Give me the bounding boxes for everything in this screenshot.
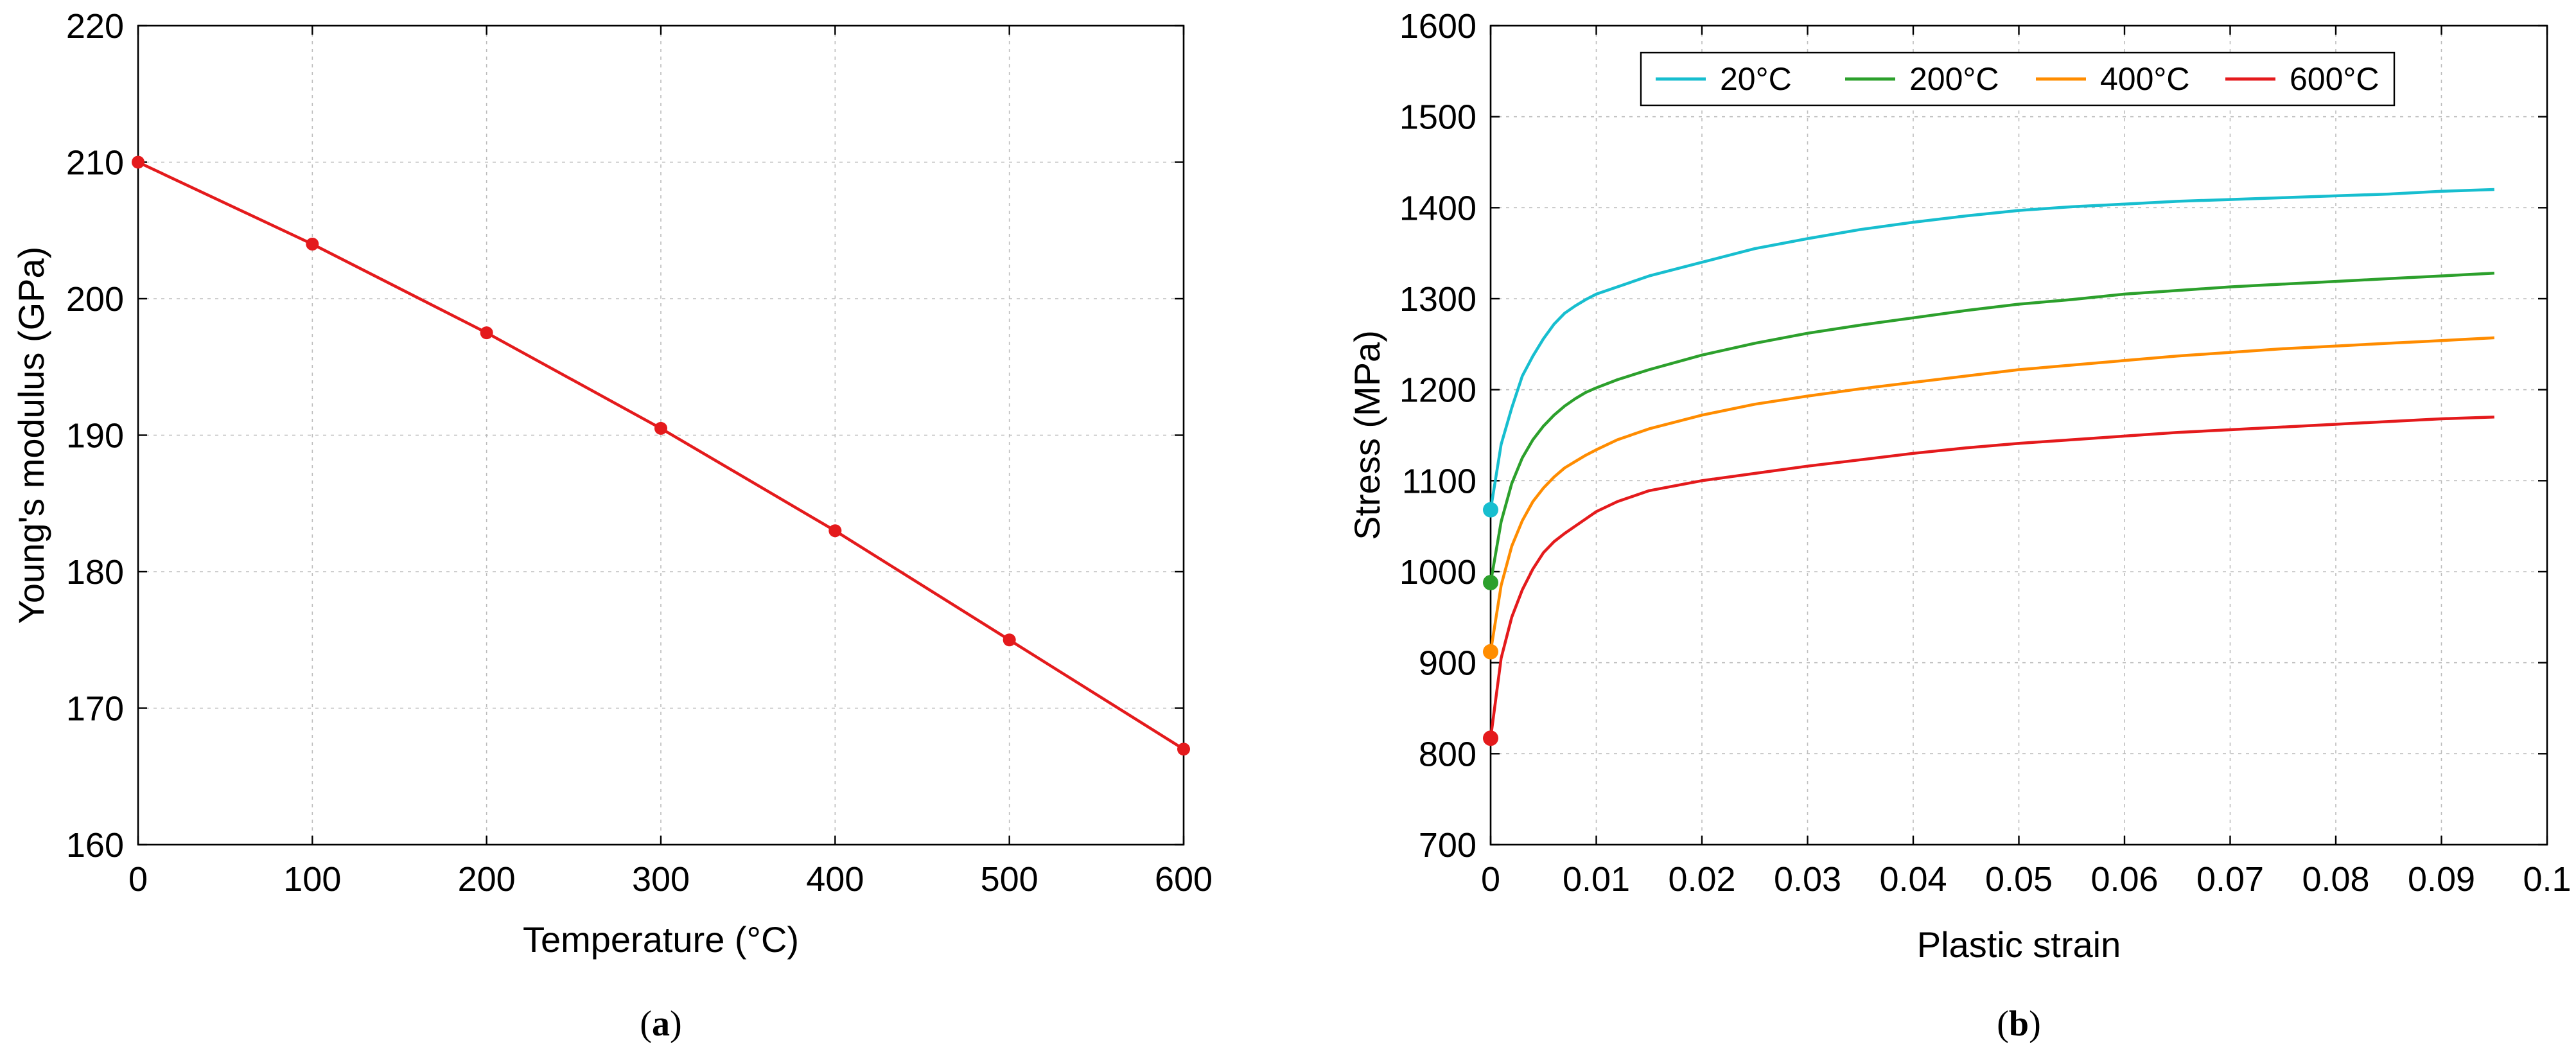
x-tick-label: 0: [1481, 860, 1500, 899]
y-tick-label: 1200: [1399, 371, 1476, 410]
y-tick-label: 210: [66, 144, 124, 182]
panel-label-open: (: [1997, 1004, 2009, 1044]
x-axis-title: Temperature (°C): [523, 919, 799, 960]
x-axis-title: Plastic strain: [1917, 924, 2121, 965]
data-point: [132, 155, 145, 169]
data-point: [828, 524, 842, 538]
yield-point: [1483, 644, 1498, 660]
x-tick-label: 0.03: [1774, 860, 1841, 899]
y-tick-label: 160: [66, 826, 124, 865]
data-point: [654, 421, 667, 435]
y-axis: 700 800 900 1000 1100 1200 1300 1400 1500 1600: [1399, 7, 2547, 865]
grid: [138, 26, 1184, 845]
series-line: [1489, 415, 2494, 739]
series-group: [1483, 188, 2494, 746]
x-tick-label: 0: [128, 860, 148, 899]
y-tick-label: 1600: [1399, 7, 1476, 46]
legend: 20°C 200°C 400°C 600°C: [1640, 51, 2396, 107]
x-tick-label: 0.05: [1985, 860, 2053, 899]
grid: [1491, 26, 2547, 845]
x-tick-label: 400: [806, 860, 864, 899]
x-tick-label: 0.07: [2196, 860, 2264, 899]
x-tick-label: 100: [283, 860, 341, 899]
y-tick-label: 700: [1419, 826, 1476, 865]
x-tick-label: 0.01: [1563, 860, 1630, 899]
data-point: [1177, 743, 1190, 756]
series-line: [1489, 336, 2494, 653]
y-tick-label: 800: [1419, 735, 1476, 773]
legend-label: 20°C: [1720, 61, 1792, 97]
panel-label-letter: b: [2009, 1004, 2029, 1044]
y-tick-label: 220: [66, 7, 124, 46]
panel-label-letter: a: [652, 1004, 670, 1044]
data-point: [480, 326, 493, 340]
panel-label: (b): [1997, 1004, 2040, 1044]
panel-label-open: (: [640, 1004, 652, 1044]
y-tick-label: 200: [66, 280, 124, 319]
yield-point: [1483, 502, 1498, 518]
y-tick-label: 1400: [1399, 189, 1476, 227]
panel-label: (a): [640, 1004, 681, 1044]
yield-point: [1483, 575, 1498, 590]
x-tick-label: 0.09: [2408, 860, 2475, 899]
x-axis: 0 0.01 0.02 0.03 0.04 0.05 0.06 0.07 0.08 0.09 0.1: [1481, 26, 2572, 899]
y-tick-label: 180: [66, 553, 124, 592]
x-axis: 0 100 200 300 400 500 600: [128, 26, 1213, 899]
x-tick-label: 500: [981, 860, 1038, 899]
y-tick-label: 190: [66, 417, 124, 455]
chart-a: 0 100 200 300 400 500 600 160 170 180 190 200 210 220…: [11, 7, 1213, 1044]
yield-point: [1483, 730, 1498, 746]
y-axis-title: Stress (MPa): [1347, 330, 1387, 540]
y-tick-label: 900: [1419, 644, 1476, 683]
x-tick-label: 0.02: [1668, 860, 1735, 899]
x-tick-label: 300: [632, 860, 690, 899]
y-axis: 160 170 180 190 200 210 220: [66, 7, 1184, 865]
legend-label: 600°C: [2290, 61, 2379, 97]
series-line: [1489, 272, 2494, 583]
legend-label: 200°C: [1909, 61, 1999, 97]
data-point: [306, 238, 319, 251]
y-tick-label: 1000: [1399, 553, 1476, 592]
y-tick-label: 1500: [1399, 98, 1476, 137]
panel-label-close: ): [670, 1004, 682, 1044]
x-tick-label: 200: [458, 860, 516, 899]
x-tick-label: 0.04: [1879, 860, 1947, 899]
data-point: [1003, 633, 1016, 647]
y-axis-title: Young's modulus (GPa): [11, 247, 51, 624]
x-tick-label: 0.1: [2523, 860, 2571, 899]
x-tick-label: 0.06: [2090, 860, 2158, 899]
chart-b: 0 0.01 0.02 0.03 0.04 0.05 0.06 0.07 0.08 0.09 0.1…: [1347, 7, 2572, 1044]
x-tick-label: 600: [1155, 860, 1213, 899]
y-tick-label: 170: [66, 690, 124, 728]
x-tick-label: 0.08: [2302, 860, 2369, 899]
series-line: [1489, 188, 2494, 511]
series-group: [132, 155, 1190, 756]
panel-label-close: ): [2029, 1004, 2041, 1044]
legend-label: 400°C: [2100, 61, 2190, 97]
y-tick-label: 1100: [1402, 462, 1476, 500]
y-tick-label: 1300: [1399, 280, 1476, 319]
